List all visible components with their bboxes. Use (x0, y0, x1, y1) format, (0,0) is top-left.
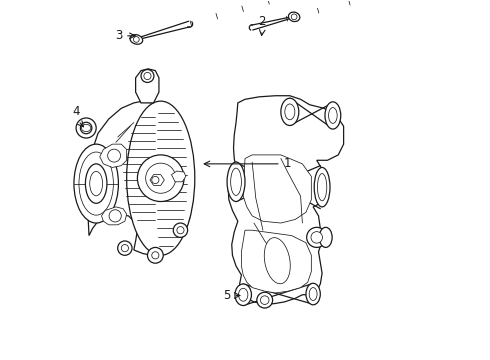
Circle shape (260, 296, 269, 305)
Circle shape (133, 37, 139, 42)
Circle shape (108, 149, 121, 162)
Ellipse shape (85, 164, 107, 203)
Circle shape (311, 231, 322, 243)
Circle shape (257, 292, 272, 308)
Circle shape (147, 247, 163, 263)
Circle shape (146, 163, 176, 193)
Text: 1: 1 (284, 157, 291, 170)
Ellipse shape (309, 288, 317, 301)
Circle shape (141, 69, 154, 82)
Circle shape (152, 252, 159, 259)
Ellipse shape (319, 227, 332, 247)
Text: 4: 4 (73, 105, 80, 118)
Ellipse shape (227, 162, 245, 202)
Ellipse shape (74, 144, 119, 223)
Circle shape (122, 244, 128, 252)
Polygon shape (242, 230, 311, 293)
Ellipse shape (318, 174, 327, 201)
Ellipse shape (329, 108, 337, 123)
Polygon shape (101, 207, 126, 225)
Ellipse shape (281, 98, 299, 126)
Ellipse shape (130, 35, 143, 44)
Text: 5: 5 (223, 289, 231, 302)
Polygon shape (150, 175, 164, 185)
Ellipse shape (231, 168, 242, 195)
Ellipse shape (239, 288, 248, 301)
Ellipse shape (79, 152, 113, 215)
Circle shape (173, 223, 188, 237)
Ellipse shape (325, 102, 341, 129)
Ellipse shape (306, 283, 320, 305)
Circle shape (80, 122, 92, 134)
Circle shape (177, 226, 184, 234)
Polygon shape (172, 171, 186, 182)
Ellipse shape (264, 238, 290, 284)
Circle shape (291, 14, 297, 20)
Circle shape (152, 176, 159, 184)
Polygon shape (228, 96, 343, 304)
Circle shape (137, 155, 184, 202)
Ellipse shape (235, 284, 251, 306)
Ellipse shape (90, 171, 102, 196)
Text: 3: 3 (115, 29, 122, 42)
Polygon shape (100, 144, 126, 167)
Circle shape (118, 241, 132, 255)
Polygon shape (88, 101, 193, 255)
Ellipse shape (285, 104, 295, 120)
Circle shape (144, 72, 151, 80)
Circle shape (307, 227, 327, 247)
Text: 2: 2 (258, 15, 266, 28)
Polygon shape (243, 155, 311, 223)
Ellipse shape (314, 167, 330, 207)
Ellipse shape (289, 12, 300, 22)
Ellipse shape (81, 125, 91, 132)
Ellipse shape (126, 101, 195, 255)
Polygon shape (136, 69, 159, 103)
Circle shape (76, 118, 96, 138)
Circle shape (109, 210, 122, 222)
